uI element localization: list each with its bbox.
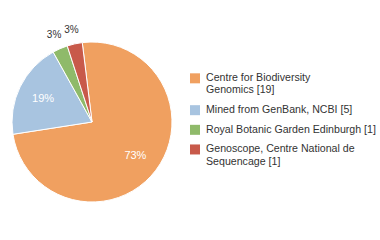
legend: Centre for BiodiversityGenomics [19] Mine… <box>190 71 376 166</box>
legend-swatch <box>190 144 200 154</box>
chart: 73% 19% 3%3% Centre for BiodiversityGenomic… <box>0 0 380 240</box>
pie-slice <box>13 42 172 202</box>
pie-slice <box>67 43 92 122</box>
data-label: 19% <box>32 92 54 104</box>
legend-label-line: Genomics [19] <box>206 83 274 95</box>
legend-label-line: Royal Botanic Garden Edinburgh [1] <box>206 123 376 135</box>
legend-label: Genoscope, Centre National deSequencage … <box>206 142 355 166</box>
legend-swatch <box>190 125 200 135</box>
pie <box>12 42 172 202</box>
data-label: 73% <box>124 149 146 161</box>
legend-label-line: Genoscope, Centre National de <box>206 142 355 154</box>
legend-swatch <box>190 105 200 115</box>
data-labels: 73% 19% 3%3% <box>32 24 147 161</box>
legend-label-line: Sequencage [1] <box>206 155 280 167</box>
legend-label: Royal Botanic Garden Edinburgh [1] <box>206 123 376 135</box>
legend-label-line: Mined from GenBank, NCBI [5] <box>206 103 352 115</box>
legend-swatch <box>190 73 200 83</box>
data-label: 3% <box>47 29 62 40</box>
legend-label: Centre for BiodiversityGenomics [19] <box>206 71 311 95</box>
legend-label-line: Centre for Biodiversity <box>206 71 311 83</box>
data-label: 3% <box>64 24 79 35</box>
legend-label: Mined from GenBank, NCBI [5] <box>206 103 352 115</box>
